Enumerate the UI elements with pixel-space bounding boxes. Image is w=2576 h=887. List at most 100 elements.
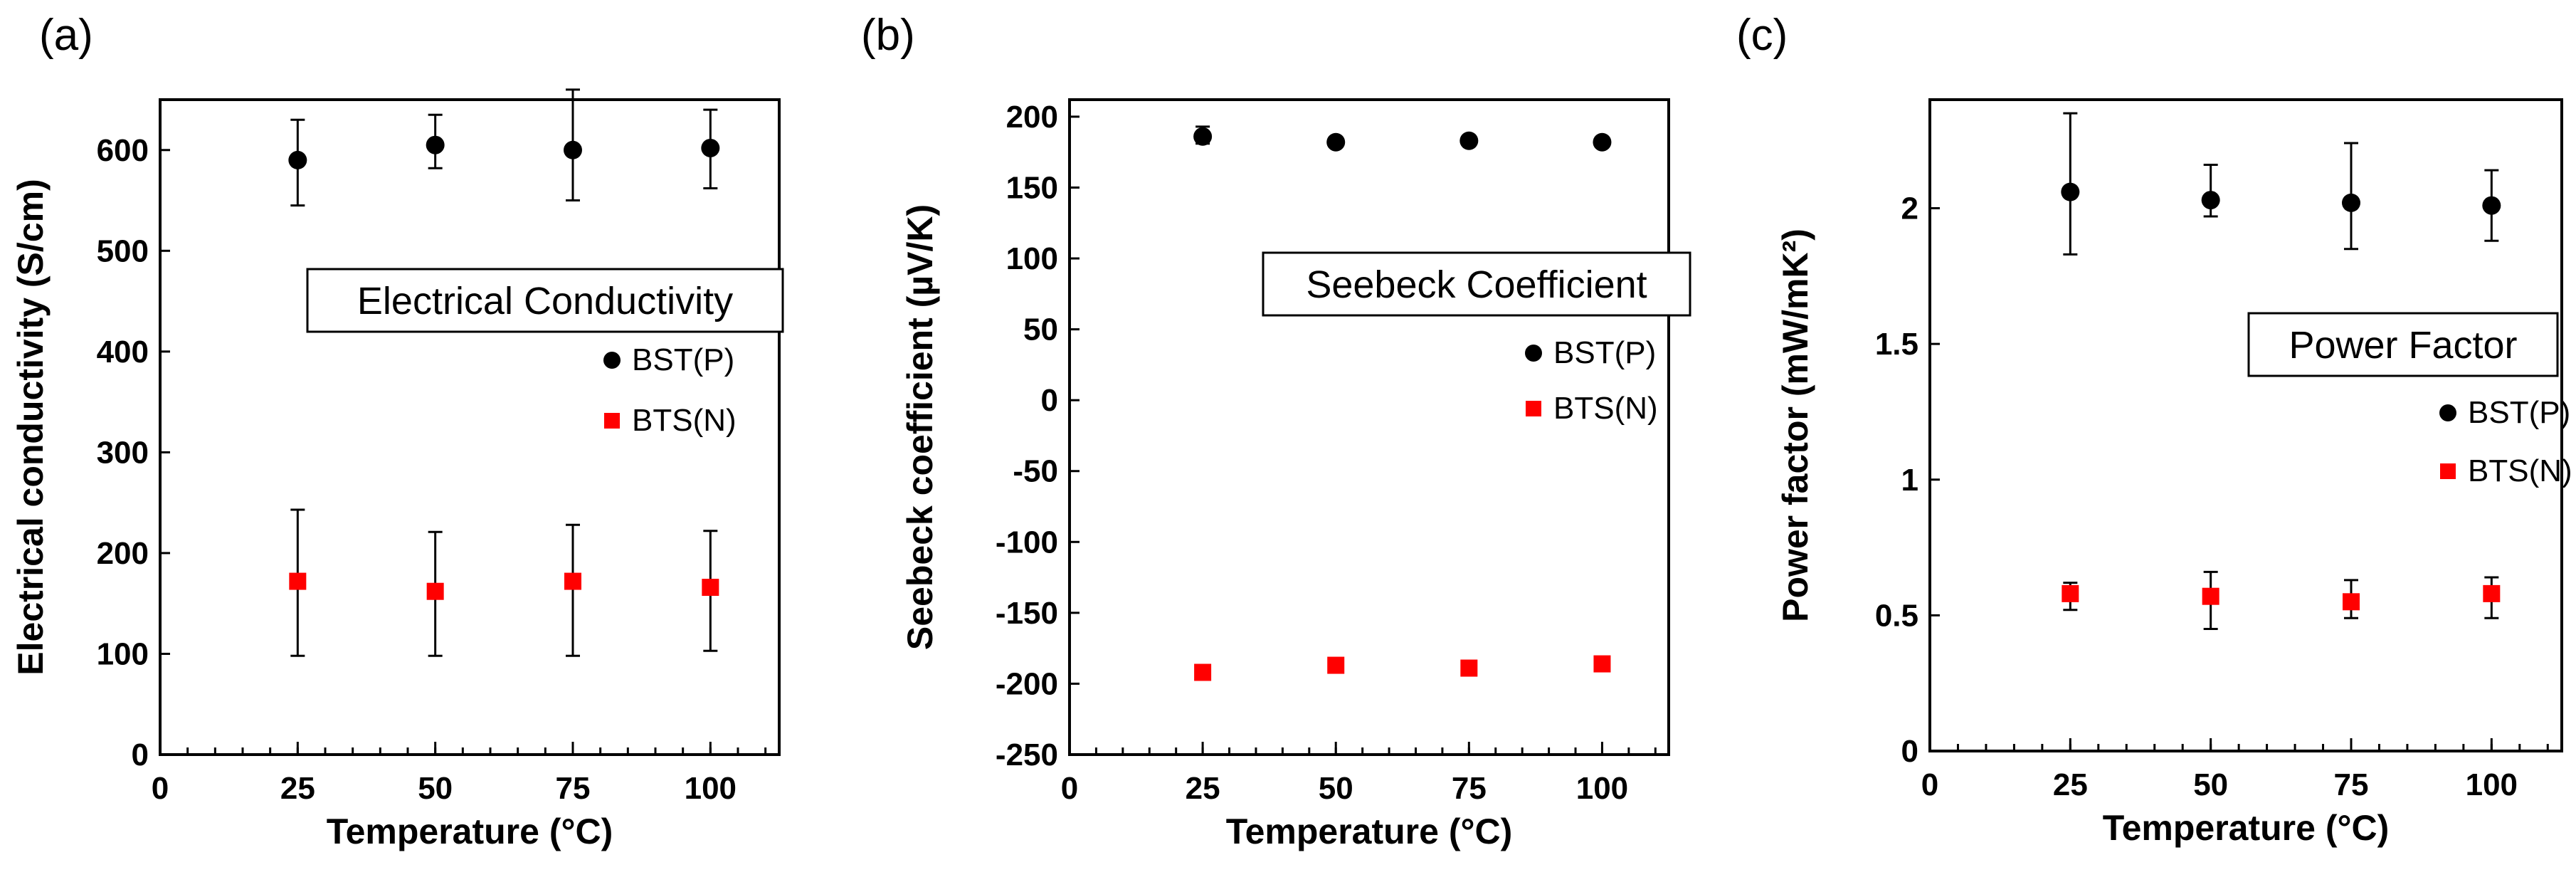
- legend-marker-square: [2440, 463, 2456, 479]
- annotation-text: Seebeck Coefficient: [1306, 263, 1647, 306]
- x-tick-label: 25: [2053, 767, 2088, 802]
- y-tick-label: -150: [996, 596, 1058, 631]
- legend-label: BST(P): [2468, 395, 2570, 430]
- annotation-box: [2247, 312, 2559, 377]
- x-tick-label: 0: [1061, 771, 1078, 806]
- data-point-square: [702, 579, 719, 597]
- y-axis-title: Power factor (mW/mK²): [1775, 229, 1815, 622]
- data-point-square: [289, 572, 307, 590]
- data-point-square: [2202, 587, 2219, 605]
- annotation-text: Power Factor: [2289, 324, 2517, 367]
- data-point-square: [2343, 593, 2360, 611]
- chart-panel-2: (c) 0 0.5 1 1.5 2 0 25 50 75 100 Temperature (°C) Po…: [1736, 11, 2572, 848]
- x-tick-label: 0: [152, 771, 169, 806]
- y-tick-label: 600: [97, 133, 149, 168]
- y-tick-label: 0: [132, 738, 149, 772]
- y-tick-label: 100: [1006, 241, 1058, 276]
- legend-marker-square: [1526, 401, 1541, 416]
- series-0: [1193, 125, 1612, 152]
- y-tick-label: -100: [996, 525, 1058, 560]
- series-1: [2062, 570, 2501, 630]
- x-axis-title: Temperature (°C): [2103, 808, 2389, 848]
- y-tick-label: 150: [1006, 170, 1058, 205]
- x-tick-label: 100: [1576, 771, 1628, 806]
- chart-panel-1: (b) -250 -200 -150 -100 -50 0 50 100 150 200 0 25 50 7…: [861, 11, 1691, 851]
- data-point-square: [1327, 656, 1345, 674]
- y-axis-title: Electrical conductivity (S/cm): [11, 179, 51, 675]
- x-tick-label: 0: [1921, 767, 1938, 802]
- data-point-circle: [1193, 127, 1213, 146]
- y-tick-label: 1: [1901, 463, 1918, 498]
- y-tick-label: 200: [97, 536, 149, 571]
- x-tick-label: 75: [556, 771, 591, 806]
- legend-marker-circle: [2439, 404, 2456, 421]
- y-tick-label: 0: [1041, 383, 1058, 418]
- data-point-square: [1194, 663, 1212, 681]
- x-axis-title: Temperature (°C): [327, 812, 613, 851]
- x-tick-label: 100: [2466, 767, 2518, 802]
- plot-frame: [1928, 98, 2563, 752]
- data-point-circle: [2201, 191, 2220, 210]
- series-0: [2061, 112, 2501, 256]
- legend-marker-circle: [603, 352, 621, 369]
- y-tick-label: 0.5: [1875, 598, 1918, 633]
- data-point-square: [1593, 655, 1611, 673]
- y-tick-label: 2: [1901, 191, 1918, 226]
- y-axis-title: Seebeck coefficient (µV/K): [900, 204, 940, 650]
- data-point-circle: [701, 138, 720, 157]
- data-point-square: [2483, 584, 2501, 602]
- series-0: [288, 88, 720, 207]
- series-1: [289, 508, 719, 657]
- annotation-text: Electrical Conductivity: [357, 280, 733, 322]
- y-tick-label: 500: [97, 233, 149, 268]
- data-point-circle: [426, 135, 445, 154]
- plot-frame: [159, 98, 781, 756]
- data-point-circle: [2482, 196, 2501, 215]
- legend-label: BTS(N): [632, 403, 737, 438]
- chart-panel-0: (a) 0 100 200 300 400 500 600 0 25 50 75 100 Temperat…: [11, 11, 784, 851]
- data-point-circle: [1459, 131, 1479, 150]
- data-point-circle: [2342, 193, 2360, 212]
- panel-label: (a): [39, 11, 93, 60]
- legend-label: BTS(N): [2468, 453, 2572, 488]
- data-point-square: [2062, 584, 2079, 602]
- x-tick-label: 100: [685, 771, 737, 806]
- data-point-circle: [288, 150, 307, 169]
- data-point-square: [426, 582, 444, 600]
- legend-label: BTS(N): [1553, 391, 1658, 426]
- data-point-square: [1460, 659, 1478, 677]
- data-point-circle: [1593, 132, 1612, 152]
- legend-marker-circle: [1525, 345, 1542, 362]
- x-tick-label: 50: [2193, 767, 2228, 802]
- x-axis-title: Temperature (°C): [1226, 812, 1512, 851]
- x-tick-label: 25: [280, 771, 315, 806]
- y-tick-label: -200: [996, 666, 1058, 701]
- x-tick-label: 25: [1186, 771, 1220, 806]
- legend-label: BST(P): [632, 342, 734, 377]
- data-point-circle: [2061, 182, 2080, 201]
- y-tick-label: 400: [97, 335, 149, 369]
- legend-marker-square: [604, 413, 620, 429]
- legend-label: BST(P): [1553, 335, 1656, 370]
- series-1: [1194, 655, 1611, 681]
- x-tick-label: 75: [1452, 771, 1487, 806]
- data-point-square: [564, 572, 581, 590]
- y-tick-label: 0: [1901, 734, 1918, 769]
- plot-frame: [1068, 98, 1670, 756]
- y-tick-label: 100: [97, 636, 149, 671]
- x-tick-label: 50: [418, 771, 453, 806]
- data-point-circle: [1326, 132, 1346, 152]
- y-tick-label: 300: [97, 435, 149, 470]
- annotation-box: [306, 268, 784, 333]
- y-tick-label: -250: [996, 738, 1058, 772]
- y-tick-label: -50: [1013, 454, 1058, 489]
- panel-label: (c): [1736, 11, 1788, 60]
- x-tick-label: 75: [2334, 767, 2369, 802]
- y-tick-label: 50: [1023, 313, 1058, 347]
- panel-label: (b): [861, 11, 915, 60]
- data-point-circle: [564, 140, 582, 159]
- y-tick-label: 200: [1006, 100, 1058, 135]
- annotation-box: [1262, 251, 1691, 317]
- x-tick-label: 50: [1319, 771, 1353, 806]
